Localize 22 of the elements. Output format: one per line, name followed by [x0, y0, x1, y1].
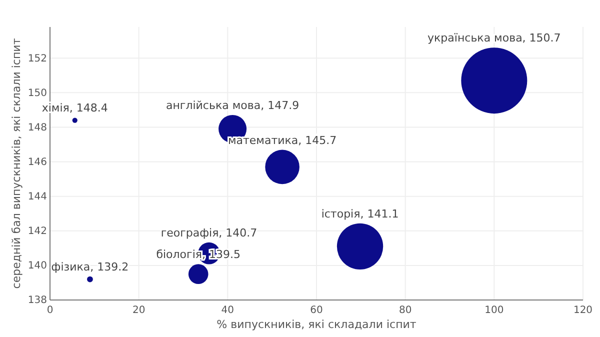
- x-tick-label: 40: [221, 305, 234, 316]
- y-axis-title: середній бал випускників, які склали іспит: [10, 38, 23, 289]
- x-tick-label: 120: [573, 305, 593, 316]
- y-tick-label: 148: [28, 122, 47, 134]
- data-label: фізика, 139.2: [51, 260, 129, 274]
- data-label: англійська мова, 147.9: [166, 98, 300, 112]
- y-tick-label: 150: [28, 88, 47, 99]
- x-tick-label: 100: [484, 305, 504, 316]
- y-tick-label: 152: [28, 53, 47, 64]
- x-tick-label: 20: [132, 305, 146, 316]
- x-tick-label: 0: [46, 305, 54, 316]
- x-tick-label: 60: [310, 305, 323, 316]
- data-label: українська мова, 150.7: [428, 32, 561, 45]
- x-tick-label: 80: [398, 305, 412, 316]
- y-tick-label: 142: [28, 226, 47, 238]
- y-tick-label: 146: [28, 156, 47, 168]
- y-tick-label: 144: [28, 192, 47, 203]
- y-tick-label: 138: [28, 295, 47, 306]
- data-label: історія, 141.1: [321, 207, 399, 220]
- x-axis-title: % випускників, які складали іспит: [216, 318, 417, 331]
- data-label: географія, 140.7: [160, 226, 258, 240]
- y-tick-label: 140: [28, 260, 47, 272]
